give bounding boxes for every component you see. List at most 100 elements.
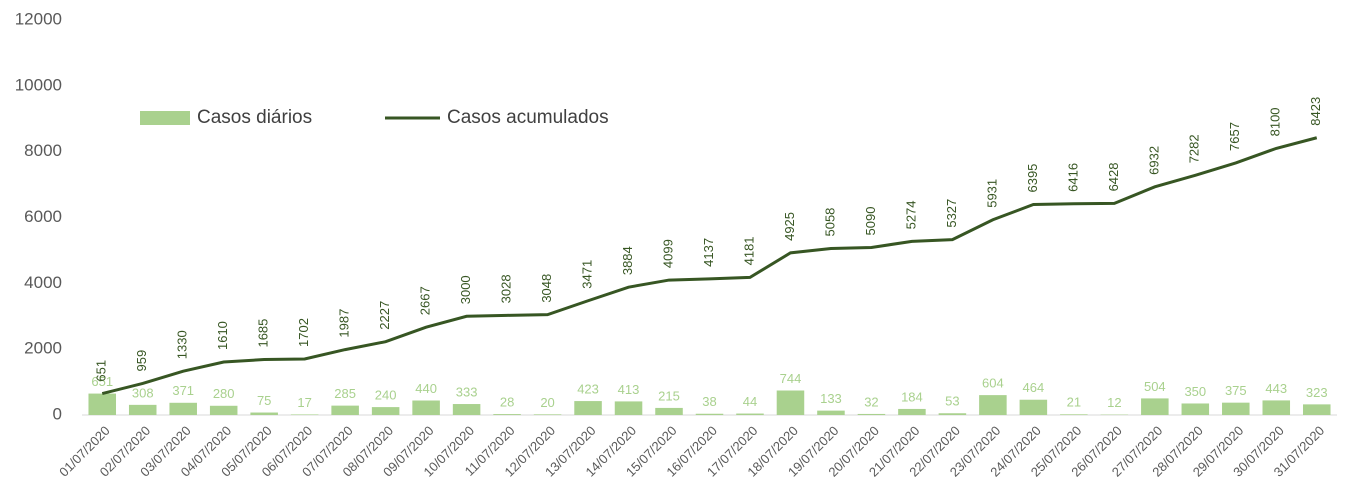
line-label: 5274 [903, 200, 918, 229]
bar-label: 28 [500, 395, 514, 410]
bar [817, 410, 845, 415]
line-label: 7282 [1187, 134, 1202, 163]
bar-label: 184 [901, 389, 923, 404]
legend-label: Casos acumulados [447, 107, 609, 128]
bar [695, 413, 724, 415]
bar-label: 333 [456, 384, 478, 399]
bar [1141, 398, 1169, 415]
line-label: 1610 [215, 321, 230, 350]
bar-label: 440 [415, 381, 437, 396]
line-label: 8100 [1268, 107, 1283, 136]
bar [1060, 414, 1088, 415]
line-label: 3028 [499, 274, 514, 303]
bar-label: 17 [297, 395, 311, 410]
bar-label: 53 [945, 394, 959, 409]
bar-label: 21 [1067, 395, 1081, 410]
line-label: 8423 [1308, 97, 1323, 126]
bar [776, 390, 805, 415]
bar [533, 414, 562, 415]
bar-label: 215 [658, 388, 680, 403]
bar [412, 400, 440, 415]
bar [938, 413, 967, 415]
bar-label: 604 [982, 376, 1004, 391]
line-label: 5090 [863, 207, 878, 236]
bar [1181, 403, 1210, 415]
bar [331, 405, 359, 415]
bar [574, 401, 602, 415]
y-tick-label: 2000 [24, 339, 62, 358]
line-label: 3884 [620, 246, 635, 275]
line-label: 5931 [984, 179, 999, 208]
bar-label: 44 [743, 394, 757, 409]
line-label: 3048 [539, 274, 554, 303]
bar [169, 402, 197, 415]
line-label: 2667 [418, 286, 433, 315]
bar [250, 412, 278, 415]
y-tick-label: 4000 [24, 273, 62, 292]
bar [655, 407, 683, 415]
bar [857, 413, 886, 415]
bar-label: 308 [132, 385, 154, 400]
line-label: 3471 [579, 260, 594, 289]
bar [371, 407, 400, 415]
line-label: 4099 [660, 239, 675, 268]
bar [88, 393, 117, 415]
line-label: 1330 [175, 330, 190, 359]
bar-label: 350 [1184, 384, 1206, 399]
bar-label: 371 [172, 383, 194, 398]
line-label: 4137 [701, 238, 716, 267]
bar [736, 413, 764, 415]
bar-label: 413 [618, 382, 640, 397]
bar-label: 133 [820, 391, 842, 406]
bar [1019, 399, 1048, 415]
y-tick-label: 0 [53, 404, 62, 423]
bar [1262, 400, 1291, 415]
legend-label: Casos diários [197, 107, 312, 128]
bar [898, 408, 926, 415]
line-label: 3000 [458, 275, 473, 304]
line-label: 1702 [296, 318, 311, 347]
bar-label: 651 [91, 374, 113, 389]
bar-label: 240 [375, 388, 397, 403]
line-label: 5058 [822, 208, 837, 237]
bar-label: 38 [702, 394, 716, 409]
bar-label: 280 [213, 386, 235, 401]
line-label: 651 [94, 360, 109, 382]
line-label: 6416 [1065, 163, 1080, 192]
bar-label: 285 [334, 386, 356, 401]
y-tick-label: 10000 [15, 75, 62, 94]
bar [452, 404, 481, 415]
y-tick-label: 8000 [24, 141, 62, 160]
line-label: 6395 [1025, 164, 1040, 193]
bar-label: 443 [1265, 381, 1287, 396]
y-tick-label: 6000 [24, 207, 62, 226]
bar-label: 12 [1107, 395, 1121, 410]
line-label: 1987 [337, 309, 352, 338]
line-label: 5327 [944, 199, 959, 228]
bar-label: 32 [864, 394, 878, 409]
bar [493, 414, 521, 415]
bar-label: 464 [1023, 380, 1045, 395]
line [101, 136, 1318, 396]
bar-label: 75 [257, 393, 271, 408]
legend-swatch [140, 111, 190, 125]
bar [209, 405, 238, 415]
bar-label: 423 [577, 382, 599, 397]
line-label: 6428 [1106, 162, 1121, 191]
line-label: 1685 [256, 319, 271, 348]
bar [614, 401, 643, 415]
line-label: 2227 [377, 301, 392, 330]
bar [290, 414, 319, 415]
bar-label: 504 [1144, 379, 1166, 394]
bar [128, 404, 157, 415]
bar-label: 20 [540, 395, 554, 410]
line-label: 4925 [782, 212, 797, 241]
bar [979, 395, 1007, 415]
line-label: 4181 [741, 236, 756, 265]
bar-label: 744 [780, 371, 802, 386]
line-label: 959 [134, 350, 149, 372]
bar [1302, 404, 1331, 415]
line-label: 6932 [1146, 146, 1161, 175]
y-tick-label: 12000 [15, 9, 62, 28]
